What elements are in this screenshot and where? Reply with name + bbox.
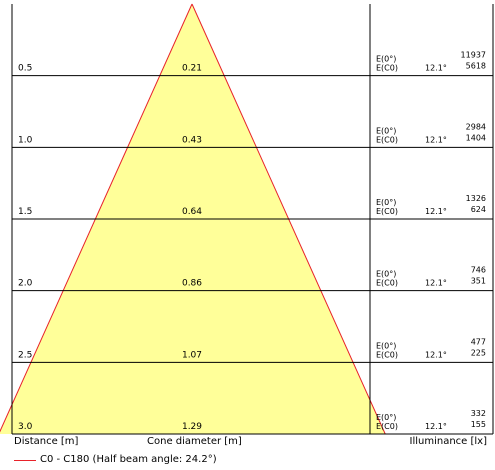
illuminance-e0-value: 332 [471, 409, 486, 418]
distance-label: 2.5 [18, 350, 32, 360]
distance-label: 3.0 [18, 422, 33, 432]
beam-angle-label: 12.1° [425, 350, 447, 359]
illuminance-ec0-value: 155 [471, 420, 486, 429]
illuminance-e0-value: 477 [471, 337, 486, 346]
illuminance-ec0-value: 624 [471, 205, 486, 214]
illuminance-ec0-value: 225 [471, 348, 486, 357]
distance-label: 1.0 [18, 135, 33, 145]
legend-line-swatch [14, 460, 36, 461]
illuminance-axis-label: Illuminance [lx] [409, 436, 488, 447]
distance-axis-label: Distance [m] [14, 436, 79, 447]
illuminance-e0-value: 11937 [461, 51, 486, 60]
illuminance-e0-label: E(0°) [376, 126, 396, 135]
illuminance-ec0-value: 5618 [466, 62, 486, 71]
illuminance-ec0-label: E(C0) [376, 64, 398, 73]
illuminance-ec0-label: E(C0) [376, 135, 398, 144]
illuminance-ec0-value: 1404 [466, 133, 486, 142]
illuminance-e0-value: 746 [471, 266, 486, 275]
cone-diameter-label: 0.43 [182, 135, 202, 145]
chart-footer: Distance [m] Cone diameter [m] Illuminan… [0, 436, 495, 470]
illuminance-ec0-label: E(C0) [376, 350, 398, 359]
cone-diameter-label: 1.29 [182, 422, 202, 432]
illuminance-e0-label: E(0°) [376, 413, 396, 422]
beam-angle-label: 12.1° [425, 207, 447, 216]
distance-label: 2.0 [18, 279, 33, 289]
beam-angle-label: 12.1° [425, 64, 447, 73]
cone-diameter-label: 1.07 [182, 350, 202, 360]
cone-diameter-axis-label: Cone diameter [m] [147, 436, 242, 447]
illuminance-e0-label: E(0°) [376, 55, 396, 64]
illuminance-e0-value: 1326 [466, 194, 486, 203]
illuminance-e0-label: E(0°) [376, 198, 396, 207]
cone-diameter-label: 0.64 [182, 207, 202, 217]
illuminance-ec0-label: E(C0) [376, 207, 398, 216]
cone-diameter-label: 0.86 [182, 279, 202, 289]
illuminance-e0-label: E(0°) [376, 341, 396, 350]
illuminance-ec0-label: E(C0) [376, 279, 398, 288]
beam-angle-label: 12.1° [425, 279, 447, 288]
distance-label: 1.5 [18, 207, 32, 217]
illuminance-e0-label: E(0°) [376, 270, 396, 279]
illuminance-e0-value: 2984 [466, 122, 486, 131]
beam-angle-label: 12.1° [425, 135, 447, 144]
legend-label: C0 - C180 (Half beam angle: 24.2°) [40, 454, 217, 465]
cone-diameter-label: 0.21 [182, 64, 202, 74]
distance-label: 0.5 [18, 64, 32, 74]
illuminance-ec0-label: E(C0) [376, 422, 398, 431]
illuminance-ec0-value: 351 [471, 277, 486, 286]
beam-angle-label: 12.1° [425, 422, 447, 431]
